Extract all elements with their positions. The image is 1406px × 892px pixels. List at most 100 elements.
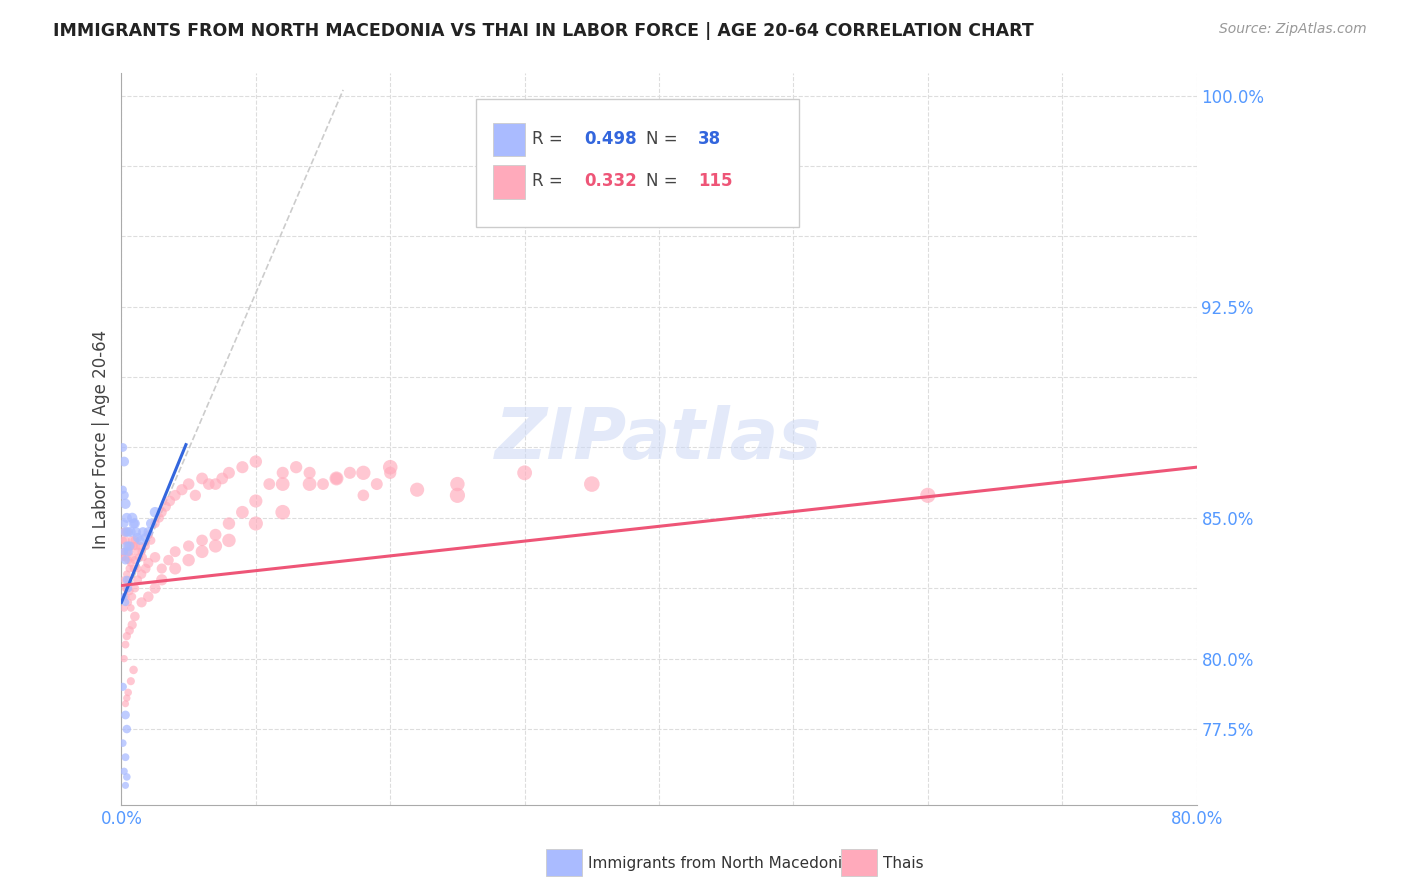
Point	[218, 516, 240, 531]
Point	[127, 561, 149, 575]
Point	[120, 556, 142, 570]
FancyBboxPatch shape	[477, 99, 799, 227]
Point	[231, 460, 253, 475]
Text: R =: R =	[531, 172, 568, 190]
Point	[118, 584, 141, 599]
Point	[325, 471, 347, 485]
Point	[298, 466, 321, 480]
Point	[165, 561, 187, 575]
Point	[148, 511, 170, 525]
Point	[135, 561, 157, 575]
Point	[112, 590, 135, 604]
Point	[325, 471, 347, 485]
Point	[111, 441, 134, 455]
Text: Source: ZipAtlas.com: Source: ZipAtlas.com	[1219, 22, 1367, 37]
Point	[118, 561, 141, 575]
Point	[136, 524, 159, 539]
Point	[143, 581, 166, 595]
Point	[128, 550, 150, 565]
Point	[191, 533, 214, 548]
Point	[165, 544, 187, 558]
Point	[112, 601, 135, 615]
Point	[112, 544, 135, 558]
Text: IMMIGRANTS FROM NORTH MACEDONIA VS THAI IN LABOR FORCE | AGE 20-64 CORRELATION C: IMMIGRANTS FROM NORTH MACEDONIA VS THAI …	[53, 22, 1035, 40]
Point	[111, 533, 134, 548]
Point	[204, 528, 226, 542]
Text: Immigrants from North Macedonia: Immigrants from North Macedonia	[588, 856, 851, 871]
Point	[117, 581, 139, 595]
FancyBboxPatch shape	[494, 123, 524, 156]
Point	[120, 674, 142, 689]
Point	[129, 533, 152, 548]
Point	[352, 466, 374, 480]
Point	[115, 539, 138, 553]
Point	[136, 556, 159, 570]
Point	[513, 466, 536, 480]
Point	[352, 488, 374, 502]
Point	[191, 544, 214, 558]
Point	[917, 488, 939, 502]
Point	[125, 539, 148, 553]
Point	[114, 533, 136, 548]
Point	[114, 708, 136, 723]
Point	[131, 595, 153, 609]
Point	[271, 477, 294, 491]
Point	[112, 488, 135, 502]
Point	[143, 550, 166, 565]
Point	[406, 483, 429, 497]
Point	[115, 573, 138, 587]
Point	[184, 488, 207, 502]
Point	[122, 516, 145, 531]
Point	[112, 764, 135, 779]
Point	[115, 770, 138, 784]
Point	[127, 573, 149, 587]
FancyBboxPatch shape	[494, 165, 524, 199]
Point	[115, 629, 138, 643]
Point	[118, 624, 141, 638]
Point	[159, 494, 181, 508]
Point	[114, 581, 136, 595]
Point	[165, 488, 187, 502]
Point	[124, 581, 146, 595]
Point	[124, 609, 146, 624]
Point	[139, 516, 162, 531]
Point	[122, 663, 145, 677]
Text: N =: N =	[647, 172, 683, 190]
Point	[118, 544, 141, 558]
Point	[581, 477, 603, 491]
Point	[380, 466, 402, 480]
Point	[177, 539, 200, 553]
Point	[136, 528, 159, 542]
Point	[446, 488, 468, 502]
Point	[111, 680, 134, 694]
Point	[111, 483, 134, 497]
Point	[157, 553, 180, 567]
Point	[259, 477, 281, 491]
Point	[218, 533, 240, 548]
Point	[115, 722, 138, 736]
Point	[115, 581, 138, 595]
Point	[124, 516, 146, 531]
Point	[112, 544, 135, 558]
Point	[285, 460, 308, 475]
Point	[115, 524, 138, 539]
Point	[271, 505, 294, 519]
Text: 115: 115	[697, 172, 733, 190]
Point	[118, 539, 141, 553]
Text: 38: 38	[697, 130, 721, 148]
Point	[204, 539, 226, 553]
Point	[245, 494, 267, 508]
Point	[117, 553, 139, 567]
Point	[150, 573, 173, 587]
Point	[114, 638, 136, 652]
Text: 0.498: 0.498	[583, 130, 637, 148]
Point	[121, 590, 143, 604]
Point	[114, 750, 136, 764]
Point	[112, 651, 135, 665]
Point	[111, 736, 134, 750]
Point	[139, 533, 162, 548]
Point	[124, 553, 146, 567]
Point	[143, 505, 166, 519]
Point	[115, 691, 138, 706]
Point	[112, 516, 135, 531]
